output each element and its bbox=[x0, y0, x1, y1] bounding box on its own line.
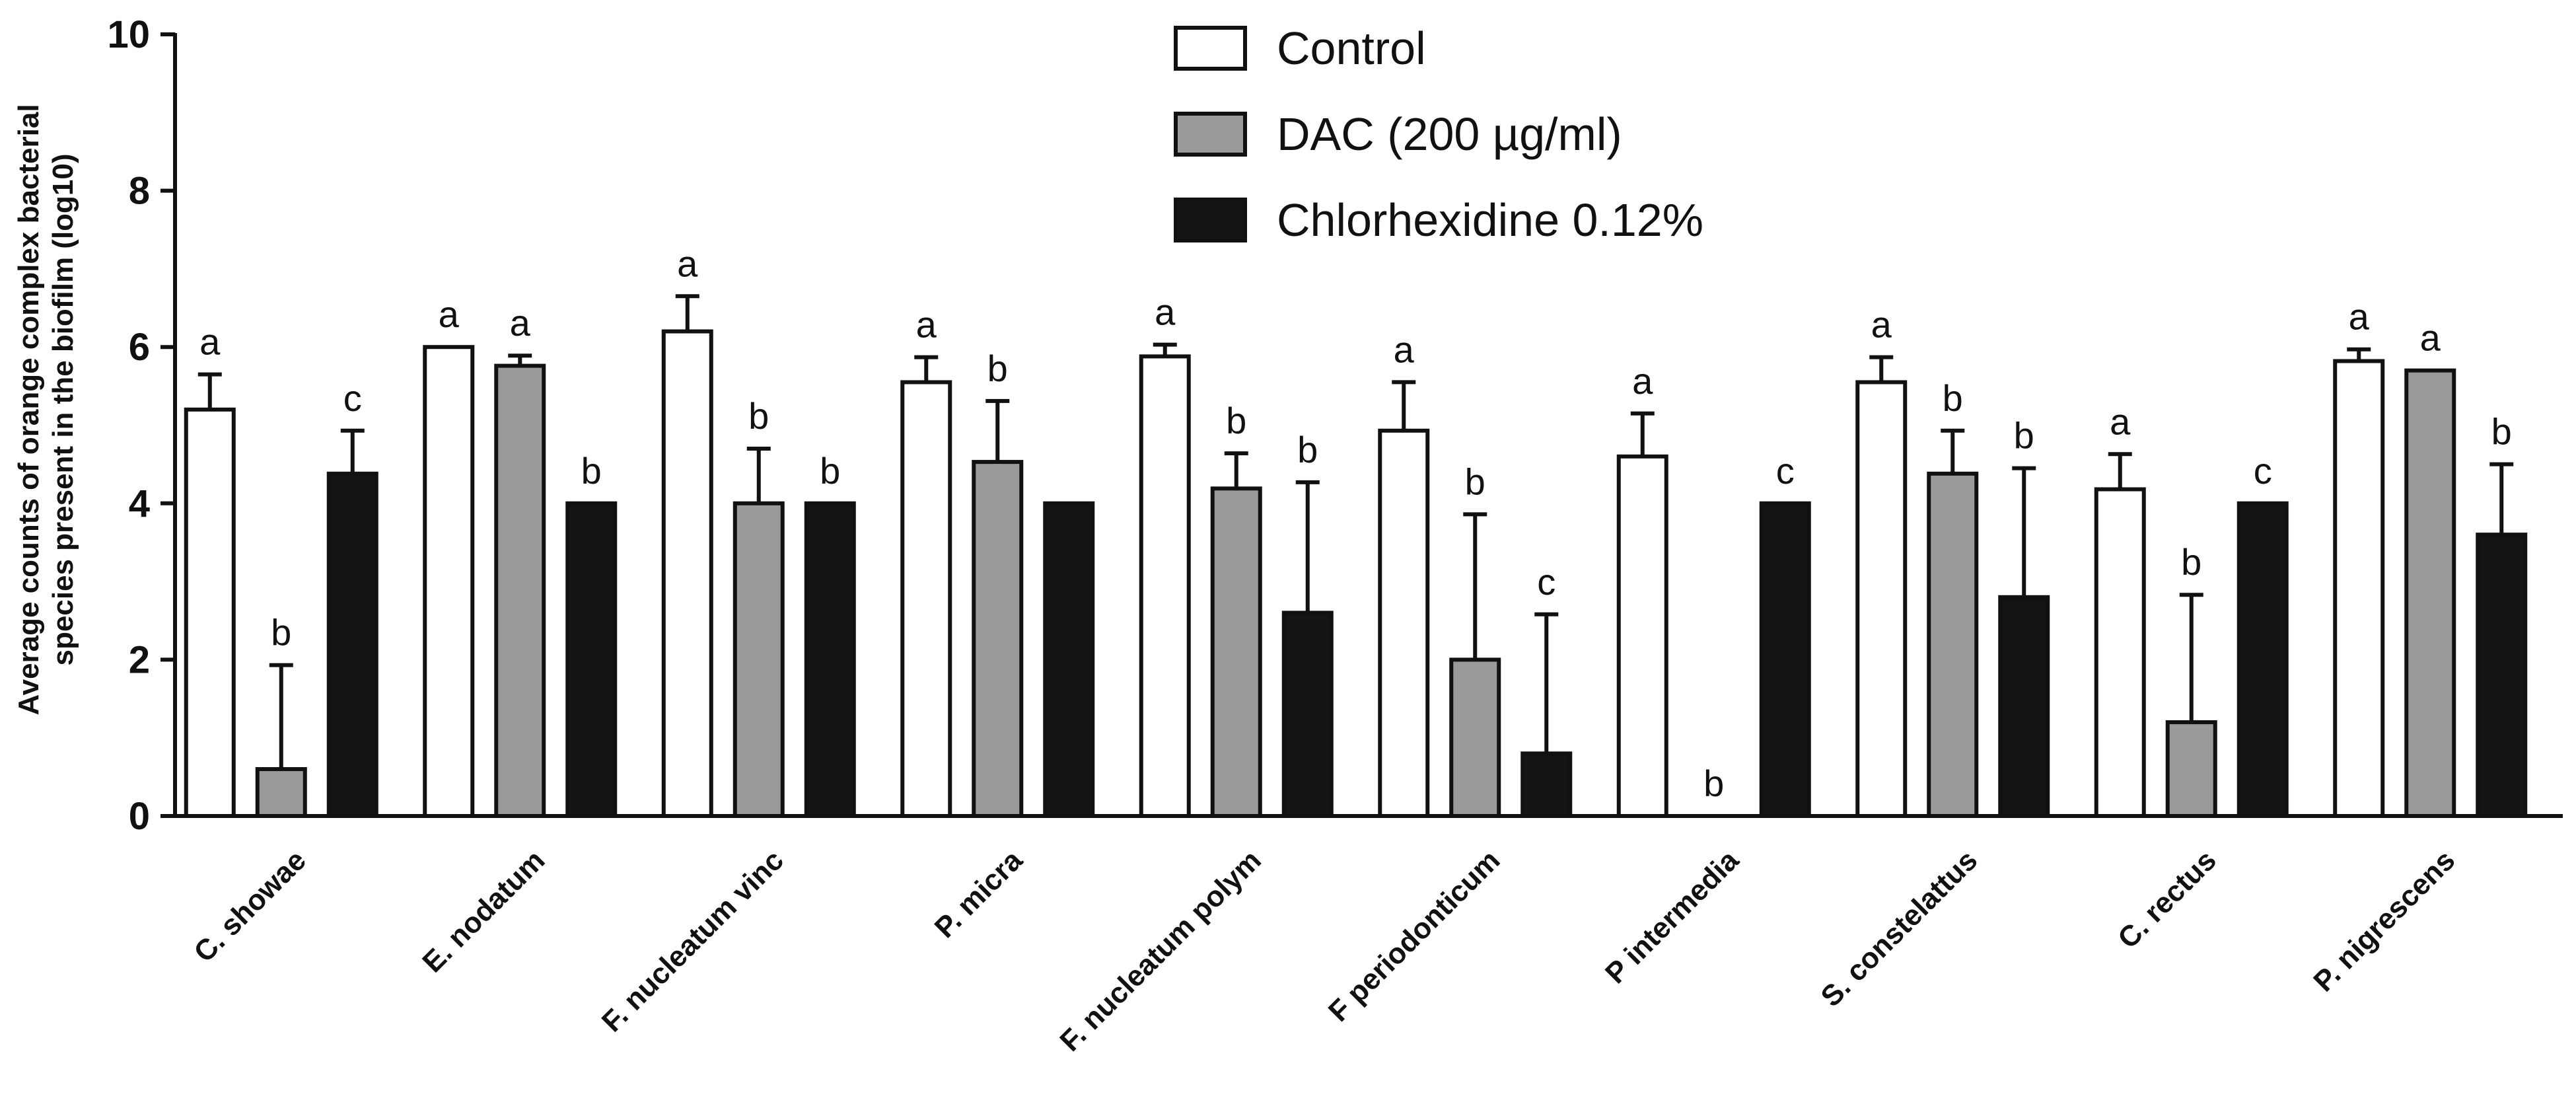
bar-series-2-2 bbox=[804, 501, 856, 818]
significance-letter: b bbox=[2014, 415, 2034, 457]
legend-label-2: Chlorhexidine 0.12% bbox=[1277, 194, 1703, 246]
significance-letter: c bbox=[2254, 450, 2272, 492]
bar-series-2-5 bbox=[1521, 751, 1573, 818]
significance-letter: a bbox=[1155, 291, 1176, 333]
significance-letter: b bbox=[271, 612, 291, 653]
significance-letter: b bbox=[1703, 762, 1724, 804]
bar-series-1-7 bbox=[1927, 471, 1979, 818]
significance-letter: a bbox=[439, 293, 460, 335]
bar-series-1-2 bbox=[733, 501, 785, 818]
x-tick-label: E. nodatum bbox=[416, 844, 551, 979]
significance-letter: a bbox=[1394, 328, 1415, 370]
significance-letter: b bbox=[2181, 541, 2201, 583]
bar-series-0-8 bbox=[2094, 487, 2146, 818]
bar-series-0-9 bbox=[2333, 359, 2385, 818]
y-tick-label: 10 bbox=[107, 13, 150, 56]
bar-series-0-3 bbox=[900, 380, 952, 818]
significance-letter: c bbox=[1776, 450, 1795, 492]
bar-series-2-9 bbox=[2476, 533, 2528, 818]
bar-series-0-1 bbox=[423, 345, 475, 818]
legend-swatch-2 bbox=[1174, 198, 1247, 242]
legend-label-0: Control bbox=[1277, 22, 1426, 74]
y-axis-label-line-1: Average counts of orange complex bacteri… bbox=[13, 104, 45, 715]
legend-swatch-1 bbox=[1174, 112, 1247, 157]
significance-letter: a bbox=[2420, 317, 2441, 359]
x-tick-label: C. rectus bbox=[2112, 844, 2223, 955]
x-tick-label: F. nucleatum polym bbox=[1054, 844, 1267, 1057]
bar-series-1-4 bbox=[1210, 486, 1262, 818]
bar-series-0-5 bbox=[1378, 428, 1430, 818]
x-tick-label: C. showae bbox=[188, 844, 312, 969]
y-tick-label: 0 bbox=[129, 795, 150, 838]
bar-series-2-1 bbox=[565, 501, 618, 818]
significance-letter: b bbox=[581, 450, 602, 492]
bar-series-1-3 bbox=[972, 460, 1024, 818]
significance-letter: a bbox=[2349, 296, 2370, 338]
y-axis-label-line-2: species present in the biofilm (log10) bbox=[47, 153, 79, 665]
significance-letter: a bbox=[916, 304, 937, 346]
bar-series-2-6 bbox=[1759, 501, 1811, 818]
significance-letter: a bbox=[677, 242, 698, 284]
y-tick-label: 4 bbox=[129, 482, 150, 525]
significance-letter: b bbox=[1943, 377, 1963, 419]
bar-series-0-4 bbox=[1139, 354, 1191, 818]
legend-swatch-0 bbox=[1174, 26, 1247, 71]
legend-label-1: DAC (200 µg/ml) bbox=[1277, 108, 1622, 160]
x-tick-label: P intermedia bbox=[1599, 844, 1745, 990]
bar-series-0-2 bbox=[661, 329, 713, 819]
bar-series-0-0 bbox=[184, 407, 236, 818]
y-tick-label: 8 bbox=[129, 170, 150, 213]
bar-series-1-8 bbox=[2165, 720, 2217, 819]
x-tick-label: F. nucleatum vinc bbox=[596, 844, 790, 1038]
significance-letter: a bbox=[199, 321, 221, 363]
y-tick-label: 2 bbox=[129, 638, 150, 681]
significance-letter: a bbox=[2110, 400, 2131, 442]
x-tick-label: P. nigrescens bbox=[2307, 844, 2461, 998]
significance-letter: a bbox=[510, 302, 531, 344]
bar-series-1-9 bbox=[2404, 368, 2456, 818]
significance-letter: b bbox=[2491, 411, 2512, 453]
x-tick-label: S. constelattus bbox=[1814, 844, 1984, 1013]
significance-letter: c bbox=[1537, 561, 1556, 603]
y-tick-label: 6 bbox=[129, 326, 150, 369]
x-tick-label: F periodonticum bbox=[1322, 844, 1506, 1027]
bar-series-1-1 bbox=[494, 363, 546, 818]
bar-series-2-8 bbox=[2236, 501, 2289, 818]
bar-series-0-7 bbox=[1855, 380, 1908, 818]
significance-letter: a bbox=[1632, 360, 1653, 402]
significance-letter: b bbox=[820, 450, 840, 492]
significance-letter: b bbox=[1297, 429, 1318, 470]
bar-series-2-0 bbox=[326, 471, 378, 818]
significance-letter: b bbox=[1465, 461, 1485, 502]
bar-series-1-0 bbox=[255, 767, 307, 819]
bar-series-1-5 bbox=[1449, 657, 1501, 819]
bar-series-2-4 bbox=[1281, 611, 1334, 818]
significance-letter: c bbox=[343, 377, 362, 419]
bar-series-2-7 bbox=[1998, 595, 2050, 818]
significance-letter: b bbox=[1226, 400, 1246, 441]
significance-letter: b bbox=[748, 395, 769, 437]
y-axis-label: Average counts of orange complex bacteri… bbox=[13, 104, 79, 715]
significance-letter: a bbox=[1871, 304, 1892, 346]
significance-letter: b bbox=[987, 348, 1008, 389]
bar-series-0-6 bbox=[1616, 454, 1668, 818]
bar-series-2-3 bbox=[1043, 501, 1095, 818]
x-tick-label: P. micra bbox=[929, 844, 1029, 944]
